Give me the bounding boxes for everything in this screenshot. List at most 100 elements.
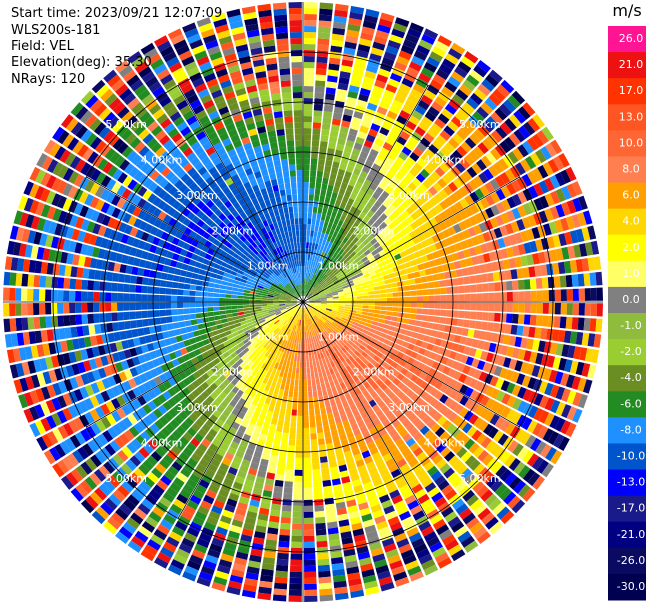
gate-cell xyxy=(421,282,429,289)
gate-cell xyxy=(330,360,336,368)
gate-cell xyxy=(329,57,341,65)
gate-cell xyxy=(383,387,392,396)
gate-cell xyxy=(411,110,424,121)
gate-cell xyxy=(387,516,400,526)
gate-cell xyxy=(375,172,385,181)
gate-cell xyxy=(322,274,327,280)
gate-cell xyxy=(382,141,393,151)
gate-cell xyxy=(330,354,336,361)
gate-cell xyxy=(355,136,365,145)
gate-cell xyxy=(357,131,367,140)
gate-cell xyxy=(372,404,381,413)
gate-cell xyxy=(368,294,375,299)
gate-cell xyxy=(500,248,509,259)
gate-cell xyxy=(474,380,484,392)
gate-cell xyxy=(371,374,380,382)
gate-cell xyxy=(303,116,312,123)
gate-cell xyxy=(499,225,509,237)
gate-cell xyxy=(375,409,384,418)
gate-cell xyxy=(352,277,359,283)
gate-cell xyxy=(365,394,374,403)
gate-cell xyxy=(353,280,360,286)
gate-cell xyxy=(424,374,433,384)
gate-cell xyxy=(407,182,418,192)
gate-cell xyxy=(117,302,124,311)
gate-cell xyxy=(331,323,337,329)
gate-cell xyxy=(289,360,294,368)
gate-cell xyxy=(364,276,372,282)
gate-cell xyxy=(397,381,406,390)
gate-cell xyxy=(506,395,517,408)
gate-cell xyxy=(305,272,308,279)
gate-cell xyxy=(201,312,209,318)
gate-cell xyxy=(393,356,402,364)
gate-cell xyxy=(393,453,404,463)
gate-cell xyxy=(356,259,364,266)
gate-cell xyxy=(318,327,323,334)
gate-cell xyxy=(293,391,298,398)
gate-cell xyxy=(494,144,507,157)
gate-cell xyxy=(368,302,375,306)
gate-cell xyxy=(572,392,583,407)
gate-cell xyxy=(494,447,507,460)
gate-cell xyxy=(420,255,429,263)
gate-cell xyxy=(315,182,322,190)
gate-cell xyxy=(9,318,17,332)
gate-cell xyxy=(444,81,458,93)
gate-cell xyxy=(407,93,420,105)
gate-cell xyxy=(558,330,566,343)
gate-cell xyxy=(351,244,358,251)
gate-cell xyxy=(292,397,298,404)
gate-cell xyxy=(528,185,539,199)
gate-cell xyxy=(405,473,417,484)
gate-cell xyxy=(531,456,544,471)
gate-cell xyxy=(508,358,518,370)
gate-cell xyxy=(307,379,312,386)
gate-cell xyxy=(388,256,396,263)
gate-cell xyxy=(366,283,374,288)
gate-cell xyxy=(396,338,404,346)
gate-cell xyxy=(314,283,319,289)
gate-cell xyxy=(506,182,517,195)
gate-cell xyxy=(380,354,389,362)
gate-cell xyxy=(379,332,387,339)
gate-cell xyxy=(345,35,359,44)
gate-cell xyxy=(337,255,343,262)
gate-cell xyxy=(325,254,330,261)
gate-cell xyxy=(312,122,322,129)
gate-cell xyxy=(350,173,359,182)
gate-cell xyxy=(346,211,354,219)
gate-cell xyxy=(448,48,463,60)
gate-cell xyxy=(596,303,603,317)
gate-cell xyxy=(273,485,283,493)
gate-cell xyxy=(428,309,435,316)
gate-cell xyxy=(531,133,544,148)
gate-cell xyxy=(310,288,315,294)
gate-cell xyxy=(319,2,334,10)
gate-cell xyxy=(565,316,573,330)
gate-cell xyxy=(454,242,463,252)
gate-cell xyxy=(311,152,319,159)
gate-cell xyxy=(560,169,572,184)
gate-cell xyxy=(292,523,303,530)
gate-cell xyxy=(329,51,342,59)
gate-cell xyxy=(563,260,572,274)
gate-cell xyxy=(318,311,324,315)
gate-cell xyxy=(399,484,411,495)
gate-cell xyxy=(546,355,556,368)
gate-cell xyxy=(523,350,532,362)
gate-cell xyxy=(312,390,318,398)
gate-cell xyxy=(395,171,405,181)
gate-cell xyxy=(303,218,308,225)
gate-cell xyxy=(587,364,597,379)
gate-cell xyxy=(111,282,118,292)
gate-cell xyxy=(312,128,321,135)
gate-cell xyxy=(414,105,427,116)
gate-cell xyxy=(311,309,317,314)
gate-cell xyxy=(342,236,349,244)
gate-cell xyxy=(469,275,476,284)
gate-cell xyxy=(371,348,379,355)
gate-cell xyxy=(476,433,487,445)
gate-cell xyxy=(318,340,323,347)
gate-cell xyxy=(353,61,366,70)
